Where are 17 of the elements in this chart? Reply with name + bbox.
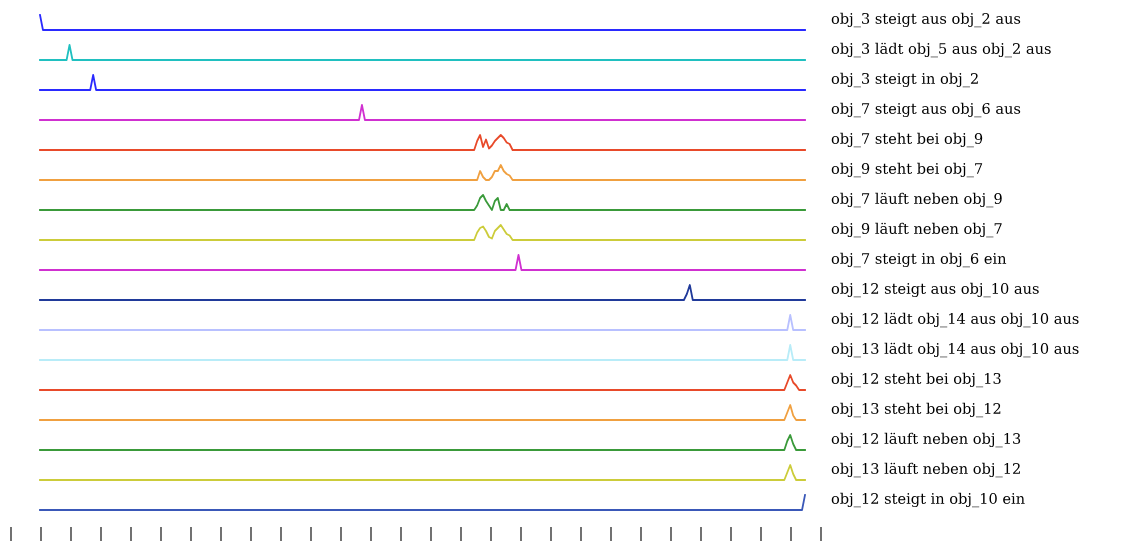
series-label: obj_13 steht bei obj_12	[831, 402, 1001, 418]
series-label: obj_3 lädt obj_5 aus obj_2 aus	[831, 42, 1051, 58]
series-label: obj_9 steht bei obj_7	[831, 162, 983, 178]
series-label: obj_3 steigt aus obj_2 aus	[831, 12, 1021, 28]
series-label: obj_7 steht bei obj_9	[831, 132, 983, 148]
series-label: obj_3 steigt in obj_2	[831, 72, 978, 88]
series-label: obj_13 lädt obj_14 aus obj_10 aus	[831, 342, 1079, 358]
series-label: obj_12 lädt obj_14 aus obj_10 aus	[831, 312, 1079, 328]
series-label: obj_12 steht bei obj_13	[831, 372, 1001, 388]
series-label: obj_13 läuft neben obj_12	[831, 462, 1020, 478]
series-label: obj_12 steigt in obj_10 ein	[831, 492, 1025, 508]
series-label: obj_7 läuft neben obj_9	[831, 192, 1002, 208]
series-label: obj_12 läuft neben obj_13	[831, 432, 1021, 448]
series-label: obj_9 läuft neben obj_7	[831, 222, 1002, 238]
series-label: obj_7 steigt in obj_6 ein	[831, 252, 1007, 268]
series-label: obj_7 steigt aus obj_6 aus	[831, 102, 1021, 118]
series-label: obj_12 steigt aus obj_10 aus	[831, 282, 1039, 298]
